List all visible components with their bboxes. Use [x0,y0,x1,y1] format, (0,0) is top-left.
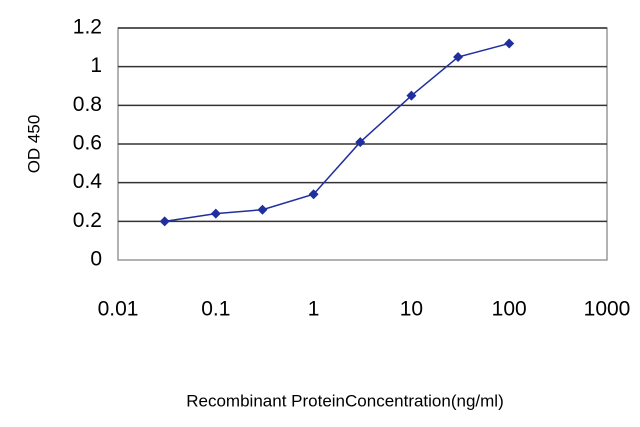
data-point [504,38,515,49]
y-tick-label: 0.2 [73,209,102,232]
y-tick-label: 0.8 [73,93,102,116]
y-axis-title: OD 450 [24,115,43,174]
y-tick-label: 0.4 [73,170,103,193]
x-tick-label: 0.1 [201,298,230,321]
x-tick-label: 100 [492,298,527,321]
data-point [159,216,170,227]
x-axis-title: Recombinant ProteinConcentration(ng/ml) [186,391,504,410]
y-tick-label: 1.2 [73,16,102,39]
x-tick-label: 10 [400,298,423,321]
y-tick-label: 0 [90,248,102,271]
y-tick-label: 0.6 [73,132,102,155]
x-tick-label: 0.01 [98,298,139,321]
series-line [164,42,510,223]
x-tick-label: 1000 [584,298,631,321]
data-point [308,189,319,200]
data-point [453,52,464,62]
y-tick-label: 1 [90,54,102,77]
data-point [257,204,268,215]
data-point [355,137,366,148]
data-point [406,90,417,101]
x-tick-label: 1 [308,298,320,321]
data-point [210,208,221,219]
